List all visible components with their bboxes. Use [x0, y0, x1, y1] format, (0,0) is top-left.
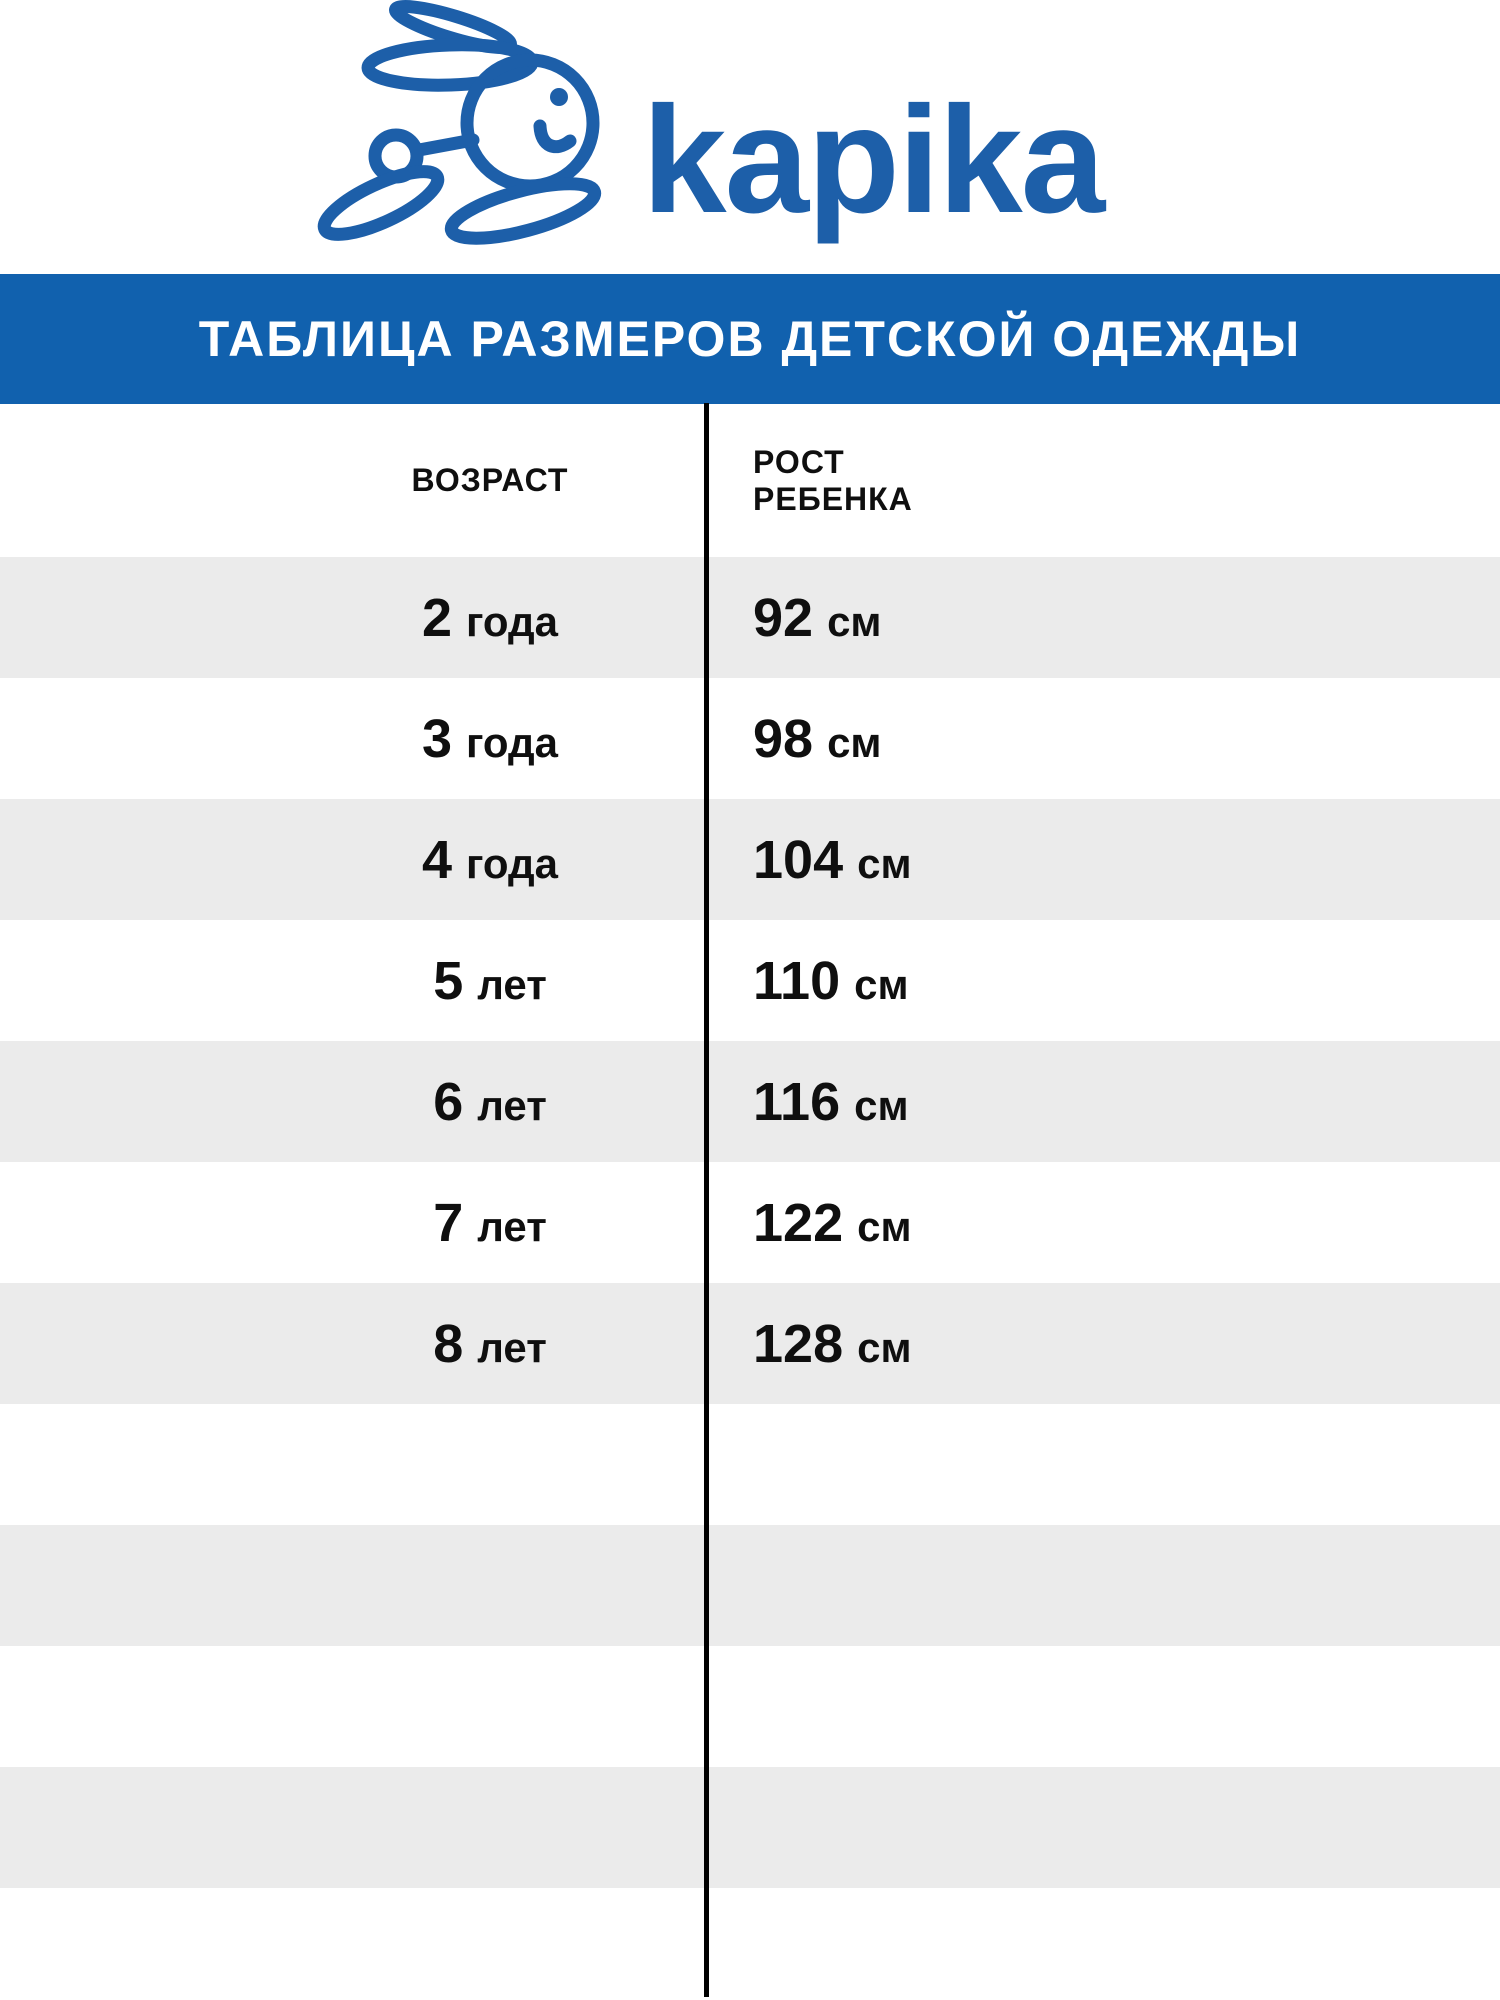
height-number: 92 [753, 587, 814, 648]
age-number: 3 [421, 708, 452, 769]
age-unit-label: года [465, 597, 559, 645]
age-cell: 7 лет [0, 1162, 705, 1283]
brand-wordmark: kapika [642, 75, 1105, 245]
height-cell: 98 см [705, 678, 1500, 799]
column-header-age: ВОЗРАСТ [411, 462, 569, 499]
height-unit-label: см [827, 597, 882, 645]
age-number: 8 [433, 1313, 464, 1374]
height-number: 116 [753, 1071, 841, 1132]
table-row: 3 года 98 см [0, 678, 1500, 799]
column-header-height: РОСТ РЕБЕНКА [753, 443, 913, 517]
age-number: 5 [433, 950, 464, 1011]
brand-logo: kapika [0, 0, 1500, 274]
height-number: 128 [753, 1313, 844, 1374]
height-number: 98 [753, 708, 814, 769]
page-title: ТАБЛИЦА РАЗМЕРОВ ДЕТСКОЙ ОДЕЖДЫ [198, 311, 1302, 367]
age-cell: 3 года [0, 678, 705, 799]
age-cell: 8 лет [0, 1283, 705, 1404]
table-row: 8 лет 128 см [0, 1283, 1500, 1404]
age-cell: 2 года [0, 557, 705, 678]
height-unit-label: см [857, 1202, 912, 1250]
table-row: 4 года 104 см [0, 799, 1500, 920]
table-row: 2 года 92 см [0, 557, 1500, 678]
table-row: 5 лет 110 см [0, 920, 1500, 1041]
height-cell: 104 см [705, 799, 1500, 920]
size-table: ВОЗРАСТ РОСТ РЕБЕНКА 2 года 92 см 3 года 98… [0, 404, 1500, 2000]
height-unit-label: см [854, 1081, 909, 1129]
age-unit-label: лет [477, 1202, 547, 1250]
age-cell: 5 лет [0, 920, 705, 1041]
height-number: 104 [753, 829, 844, 890]
age-unit-label: лет [477, 960, 547, 1008]
height-unit-label: см [857, 1323, 912, 1371]
height-number: 122 [753, 1192, 844, 1253]
age-number: 6 [433, 1071, 464, 1132]
age-cell: 6 лет [0, 1041, 705, 1162]
age-number: 4 [421, 829, 452, 890]
empty-stripe [0, 1404, 1500, 1525]
height-unit-label: см [827, 718, 882, 766]
height-cell: 92 см [705, 557, 1500, 678]
height-number: 110 [753, 950, 841, 1011]
title-banner: ТАБЛИЦА РАЗМЕРОВ ДЕТСКОЙ ОДЕЖДЫ [0, 274, 1500, 404]
height-cell: 116 см [705, 1041, 1500, 1162]
empty-stripe [0, 1888, 1500, 2000]
height-cell: 128 см [705, 1283, 1500, 1404]
empty-stripe [0, 1767, 1500, 1888]
height-cell: 122 см [705, 1162, 1500, 1283]
height-unit-label: см [857, 839, 912, 887]
age-unit-label: лет [477, 1323, 547, 1371]
column-divider-line [704, 403, 709, 1997]
running-rabbit-icon [317, 0, 602, 245]
age-unit-label: года [465, 718, 559, 766]
table-row: 6 лет 116 см [0, 1041, 1500, 1162]
empty-stripe [0, 1525, 1500, 1646]
age-number: 2 [421, 587, 452, 648]
empty-stripe [0, 1646, 1500, 1767]
age-unit-label: года [465, 839, 559, 887]
table-row: 7 лет 122 см [0, 1162, 1500, 1283]
table-header-row: ВОЗРАСТ РОСТ РЕБЕНКА [0, 404, 1500, 557]
height-unit-label: см [854, 960, 909, 1008]
height-cell: 110 см [705, 920, 1500, 1041]
age-number: 7 [433, 1192, 464, 1253]
age-unit-label: лет [477, 1081, 547, 1129]
age-cell: 4 года [0, 799, 705, 920]
